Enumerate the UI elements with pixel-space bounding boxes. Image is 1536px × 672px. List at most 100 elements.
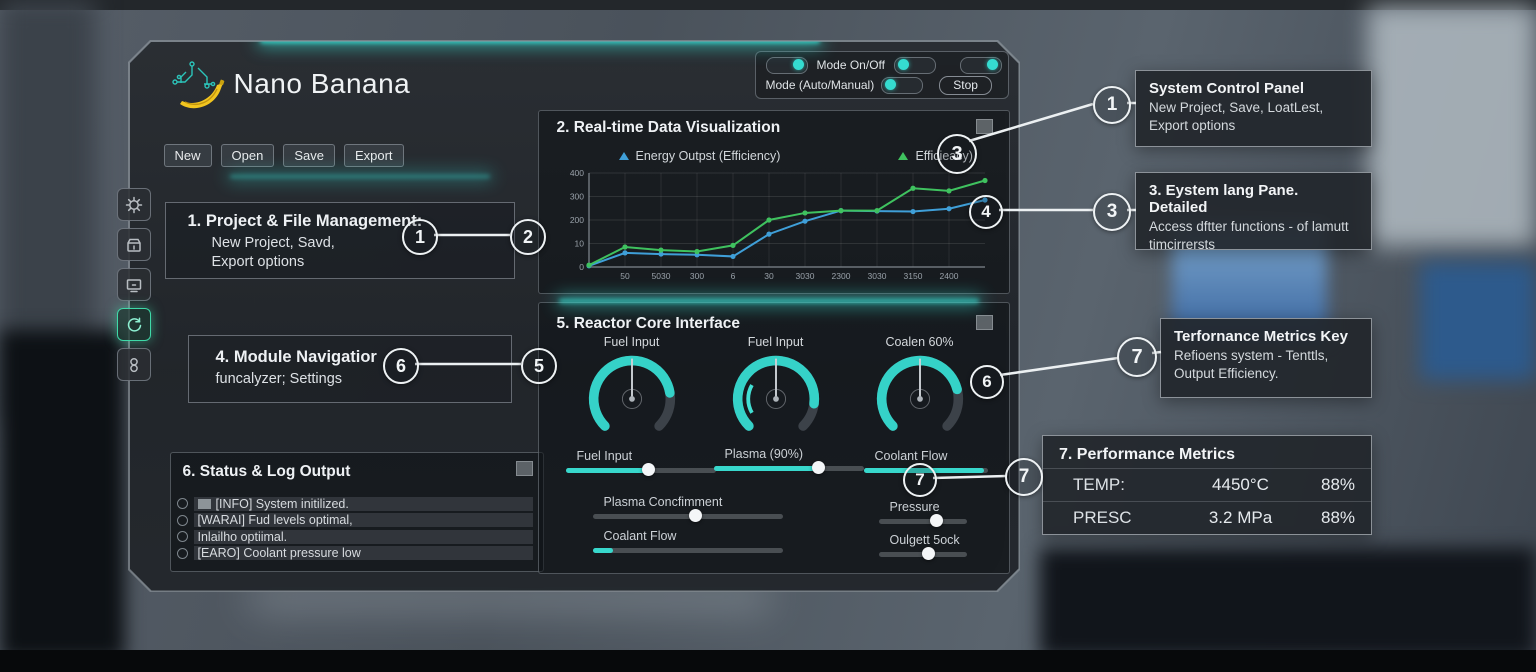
callout-7b: 7: [903, 463, 937, 497]
bg-top-strip: [0, 0, 1536, 10]
slider-label: Plasma Concfimment: [603, 494, 723, 509]
power-toggle[interactable]: [766, 57, 808, 74]
mode-controls: Mode On/Off Mode (Auto/Manual) Stop: [755, 51, 1009, 99]
new-button[interactable]: New: [164, 144, 212, 167]
project-file-panel: 1. Project & File Management: New Projec…: [165, 202, 515, 279]
gauge-2: Coalen 60%: [865, 335, 975, 448]
toggle-knob: [898, 59, 909, 70]
plasma-confinement-slider[interactable]: Plasma Concfimment: [593, 495, 783, 519]
toggle-knob: [885, 79, 896, 90]
link-icon: [130, 357, 138, 372]
slider-knob[interactable]: [689, 509, 702, 522]
slider-track[interactable]: [593, 514, 783, 519]
anno-body: Refioens system - Tenttls, Output Effici…: [1174, 348, 1329, 381]
module-navigator-panel: 4. Module Navigatior funcalyzer; Setting…: [188, 335, 512, 403]
slider-knob[interactable]: [642, 463, 655, 476]
slider-label: Pressure: [889, 499, 940, 514]
sidebar-item-refresh[interactable]: [117, 308, 151, 341]
toolbar: New Open Save Export: [164, 144, 404, 167]
module-panel-line1: funcalyzer; Settings: [215, 370, 343, 387]
chart-panel-checkbox[interactable]: [976, 119, 993, 134]
gauge-label: Fuel Input: [603, 334, 660, 349]
anno-title: System Control Panel: [1149, 80, 1305, 97]
anno-title: 3. Eystem lang Pane. Detailed: [1149, 182, 1299, 216]
slider-knob[interactable]: [922, 547, 935, 560]
svg-text:300: 300: [569, 191, 583, 201]
metrics-table: TEMP: 4450°C 88% PRESC 3.2 MPa 88%: [1043, 468, 1371, 534]
open-button[interactable]: Open: [221, 144, 275, 167]
slider-track[interactable]: [879, 519, 967, 524]
fuel-input-slider[interactable]: Fuel Input: [566, 449, 716, 473]
sidebar-item-display[interactable]: [117, 268, 151, 301]
coolant-flow-2-slider[interactable]: Coalant Flow: [593, 529, 783, 553]
svg-text:5030: 5030: [651, 271, 670, 281]
slider-knob[interactable]: [930, 514, 943, 527]
gauge-1: Fuel Input: [721, 335, 831, 448]
toolbar-glow: [230, 175, 490, 178]
reactor-panel-title: 5. Reactor Core Interface: [556, 314, 740, 332]
module-panel-title: 4. Module Navigatior: [215, 347, 377, 366]
svg-text:3030: 3030: [795, 271, 814, 281]
svg-text:200: 200: [569, 215, 583, 225]
package-icon: [127, 238, 141, 252]
reactor-core-panel: 5. Reactor Core Interface Fuel Input Fuel…: [538, 302, 1010, 574]
slider-knob[interactable]: [812, 461, 825, 474]
anno-body: New Project, Save, LoatLest, Export opti…: [1149, 100, 1324, 133]
reactor-panel-checkbox[interactable]: [976, 315, 993, 330]
sidebar: [117, 188, 151, 381]
svg-text:0: 0: [579, 262, 584, 272]
slider-label: Oulgett 5ock: [889, 532, 960, 547]
log-row: [INFO] System initilized.: [177, 497, 533, 511]
save-button[interactable]: Save: [283, 144, 335, 167]
log-row: Inlailho optiimal.: [177, 530, 533, 544]
callout-7c: 7: [1005, 458, 1043, 496]
auto-manual-toggle[interactable]: [881, 77, 923, 94]
chart-legend: Energy Outpst (Efficiency) Efficieacy): [619, 149, 973, 163]
legend-item: Energy Outpst (Efficiency): [619, 149, 781, 163]
sidebar-item-link[interactable]: [117, 348, 151, 381]
log-bullet: [177, 548, 188, 559]
project-panel-line2: Export options: [211, 253, 305, 270]
sidebar-item-package[interactable]: [117, 228, 151, 261]
slider-label: Coalant Flow: [603, 528, 677, 543]
slider-track[interactable]: [879, 552, 967, 557]
svg-text:2400: 2400: [939, 271, 958, 281]
status-panel-checkbox[interactable]: [516, 461, 533, 476]
pressure-slider[interactable]: Pressure: [879, 500, 967, 524]
nano-banana-logo-icon: [166, 58, 228, 118]
slider-track[interactable]: [714, 466, 864, 471]
log-row: [EARO] Coolant pressure low: [177, 546, 533, 560]
export-button[interactable]: Export: [344, 144, 404, 167]
log-output: [INFO] System initilized. [WARAI] Fud lev…: [177, 497, 533, 563]
gauge-0: Fuel Input: [577, 335, 687, 448]
mode-auto-manual-label: Mode (Auto/Manual): [765, 78, 875, 92]
slider-track[interactable]: [566, 468, 716, 473]
log-text: Inlailho optiimal.: [194, 530, 533, 544]
stop-button[interactable]: Stop: [939, 76, 992, 95]
svg-text:3030: 3030: [867, 271, 886, 281]
status-log-panel: 6. Status & Log Output [INFO] System ini…: [170, 452, 544, 572]
gear-icon: [125, 196, 143, 213]
outlet-slider[interactable]: Oulgett 5ock: [879, 533, 967, 557]
bg-left-column: [0, 0, 95, 420]
sidebar-item-gear[interactable]: [117, 188, 151, 221]
log-row: [WARAI] Fud levels optimal,: [177, 513, 533, 527]
callout-1b: 1: [1093, 86, 1131, 124]
callout-7: 7: [1117, 337, 1157, 377]
slider-label: Coolant Flow: [874, 448, 948, 463]
metrics-row: TEMP: 4450°C 88%: [1043, 468, 1371, 501]
display-icon: [126, 278, 142, 292]
anno-title: Terfornance Metrics Key: [1174, 328, 1348, 345]
toggle-knob: [987, 59, 998, 70]
svg-text:30: 30: [764, 271, 774, 281]
app-title: Nano Banana: [233, 67, 411, 99]
svg-text:2300: 2300: [831, 271, 850, 281]
callout-6: 6: [383, 348, 419, 384]
mode-onoff-toggle[interactable]: [894, 57, 936, 74]
log-bullet: [177, 531, 188, 542]
slider-fill: [714, 466, 819, 471]
aux-toggle[interactable]: [960, 57, 1002, 74]
plasma-90-slider[interactable]: Plasma (90%): [714, 447, 864, 471]
slider-track[interactable]: [593, 548, 783, 553]
